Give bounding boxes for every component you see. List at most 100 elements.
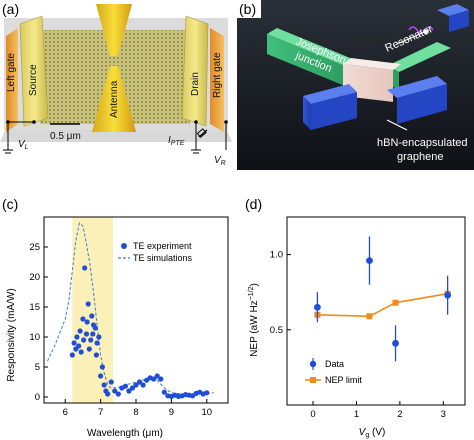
experiment-point <box>84 319 90 325</box>
drain-node <box>194 120 198 124</box>
legend-limit-marker <box>310 377 316 383</box>
data-point <box>392 339 399 347</box>
experiment-point <box>133 382 139 388</box>
label-bg <box>237 0 261 18</box>
experiment-point <box>140 382 146 388</box>
nep-limit-marker <box>392 299 399 306</box>
drain-electrode <box>181 15 209 127</box>
graphene-label: graphene <box>397 151 444 163</box>
experiment-point <box>89 313 95 319</box>
x-tick-label: 0 <box>310 409 315 420</box>
experiment-point <box>112 388 118 394</box>
nep-limit-marker <box>366 313 373 320</box>
y-tick-label: 15 <box>29 302 40 313</box>
y-tick-label: 10 <box>29 332 40 343</box>
experiment-point <box>122 383 128 389</box>
x-tick-label: 1 <box>354 409 359 420</box>
chart-d-frame <box>286 216 466 406</box>
resonator-arrowhead <box>423 30 429 35</box>
drain-label: Drain <box>190 72 201 96</box>
top-electrode <box>437 4 469 16</box>
left-gate <box>6 28 18 132</box>
experiment-point <box>108 379 114 385</box>
scale-bar-label: 0.5 μm <box>50 131 81 142</box>
x-tick-label: 3 <box>441 409 446 420</box>
left-electrode <box>303 96 311 130</box>
experiment-point <box>101 382 107 388</box>
v-right-label: VR <box>214 155 226 167</box>
experiment-point <box>82 265 88 271</box>
hbn-top <box>343 58 401 70</box>
x-tick-label: 9 <box>169 407 174 418</box>
right-electrode-top <box>387 76 447 98</box>
experiment-point <box>151 376 157 382</box>
experiment-point <box>80 316 86 322</box>
x-tick-label: 2 <box>397 409 402 420</box>
experiment-point <box>129 385 136 391</box>
device-schematic: Left gate Source Antenna Drain Right gat… <box>0 1 232 167</box>
legend-data-label: Data <box>325 359 344 369</box>
panel-a: Left gate Source Antenna Drain Right gat… <box>0 0 237 170</box>
y-tick-label: 0 <box>35 392 40 403</box>
experiment-point <box>115 391 121 397</box>
current-meter <box>196 128 207 138</box>
top-electrode-front <box>449 10 469 32</box>
nep-limit-line <box>317 292 448 318</box>
data-point <box>366 257 373 265</box>
responsivity-chart: (c) Responsivity (mA/W) Wavelength (μm) … <box>2 196 229 439</box>
antenna-upper <box>96 4 132 56</box>
panel-a-label: (a) <box>2 1 19 17</box>
panel-c-label: (c) <box>2 196 18 212</box>
x-tick-label: 7 <box>98 407 103 418</box>
source-node <box>32 120 36 124</box>
right-electrode <box>397 84 447 124</box>
chart-d-ylabel: NEP (aW Hz−1/2) <box>248 283 260 357</box>
experiment-point <box>77 328 83 334</box>
antenna-label: Antenna <box>109 80 120 118</box>
experiment-point <box>81 337 87 343</box>
experiment-point <box>154 373 160 379</box>
y-tick-label: 25 <box>29 242 40 253</box>
panel-b-label: (b) <box>239 1 256 17</box>
substrate-edge <box>0 128 232 142</box>
left-electrode-top <box>303 84 357 104</box>
y-tick-label: 20 <box>29 272 40 283</box>
experiment-point <box>76 343 82 349</box>
x-tick-label: 10 <box>201 407 212 418</box>
legend-experiment-label: TE experiment <box>133 241 192 251</box>
panel-b: Josephson junction Resonator hBN-encapsu… <box>237 0 474 170</box>
right-gate-label: Right gate <box>212 52 223 98</box>
chart-c-ylabel: Responsivity (mA/W) <box>6 288 17 381</box>
experiment-point <box>99 364 105 370</box>
data-point <box>444 291 452 299</box>
legend-experiment-marker <box>121 243 127 249</box>
experiment-point <box>85 301 91 307</box>
simulation-line <box>47 222 214 395</box>
panel-c: (c) Responsivity (mA/W) Wavelength (μm) … <box>0 195 237 440</box>
chart-d-xlabel: Vg (V) <box>359 427 386 439</box>
experiment-point <box>94 340 100 346</box>
graphene-arrow <box>386 119 408 131</box>
experiment-point <box>136 379 143 385</box>
experiment-point <box>96 334 102 340</box>
legend-limit-label: NEP limit <box>325 375 362 385</box>
left-node <box>6 120 10 124</box>
experiment-point <box>158 376 164 382</box>
resonator-right-top <box>387 42 451 72</box>
experiment-point <box>88 337 94 343</box>
left-gate-label: Left gate <box>6 53 17 92</box>
experiment-point <box>83 331 90 337</box>
resonator-arrow <box>396 29 430 45</box>
left-electrode-front <box>311 92 357 130</box>
legend-simulation-label: TE simulations <box>133 253 193 263</box>
right-gate <box>210 28 224 132</box>
current-label: IPTE <box>168 135 185 147</box>
experiment-point <box>74 334 80 340</box>
antenna-lower <box>92 66 136 132</box>
v-left-label: VL <box>18 139 29 151</box>
device-render: Josephson junction Resonator hBN-encapsu… <box>237 0 474 170</box>
highlight-band <box>72 217 113 403</box>
y-tick-label: 0.5 <box>270 325 283 336</box>
experiment-point <box>126 388 132 394</box>
experiment-point <box>204 390 210 396</box>
